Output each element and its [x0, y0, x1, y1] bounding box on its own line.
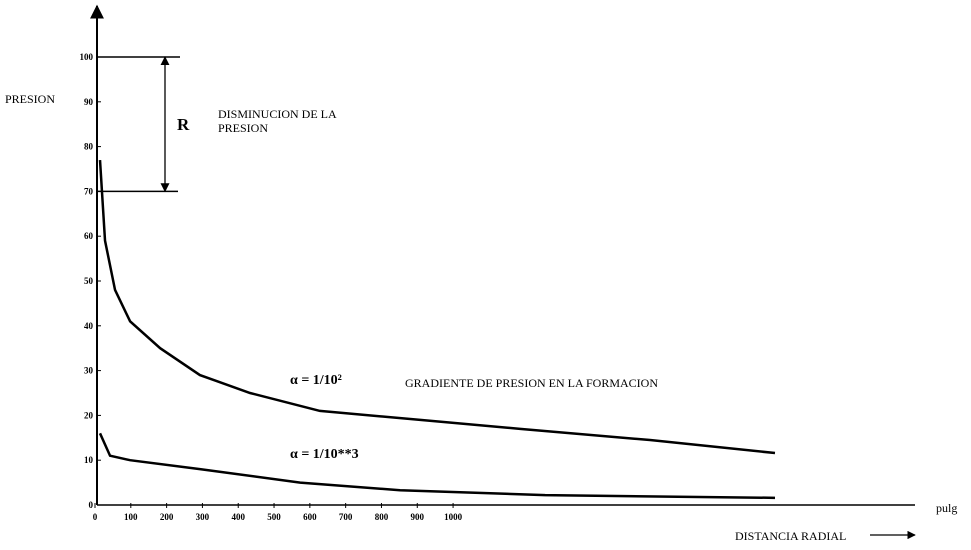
- x-tick-label: 500: [267, 512, 281, 522]
- x-axis-label: DISTANCIA RADIAL: [735, 529, 846, 543]
- series-line: [98, 432, 776, 500]
- series-label: α = 1/10²: [290, 373, 342, 388]
- annotation: GRADIENTE DE PRESION EN LA FORMACION: [405, 376, 658, 390]
- y-tick-label: 100: [80, 52, 94, 62]
- y-tick-label: 70: [84, 186, 94, 196]
- y-tick-label: 10: [84, 455, 94, 465]
- y-tick-label: 50: [84, 276, 94, 286]
- x-tick-label: 700: [339, 512, 353, 522]
- x-tick-label: 600: [303, 512, 317, 522]
- y-tick-label: 20: [84, 410, 94, 420]
- series-label: α = 1/10**3: [290, 447, 359, 462]
- bracket-text: PRESION: [218, 121, 268, 135]
- x-tick-label: 100: [124, 512, 138, 522]
- y-tick-label: 60: [84, 231, 94, 241]
- x-tick-label: 400: [231, 512, 245, 522]
- x-tick-label: 200: [160, 512, 174, 522]
- y-tick-label: 80: [84, 142, 94, 152]
- bracket-label: R: [177, 115, 190, 134]
- x-tick-label: 800: [375, 512, 389, 522]
- series-line: [98, 159, 776, 455]
- x-tick-label: 0: [93, 512, 98, 522]
- x-tick-label: 300: [196, 512, 210, 522]
- y-tick-label: 40: [84, 321, 94, 331]
- x-unit: pulg: [936, 501, 957, 515]
- y-axis-label: PRESION: [5, 92, 55, 106]
- x-tick-label: 900: [411, 512, 425, 522]
- y-tick-label: 0: [89, 500, 94, 510]
- x-tick-label: 1000: [444, 512, 463, 522]
- bracket-text: DISMINUCION DE LA: [218, 107, 337, 121]
- y-tick-label: 30: [84, 366, 94, 376]
- y-tick-label: 90: [84, 97, 94, 107]
